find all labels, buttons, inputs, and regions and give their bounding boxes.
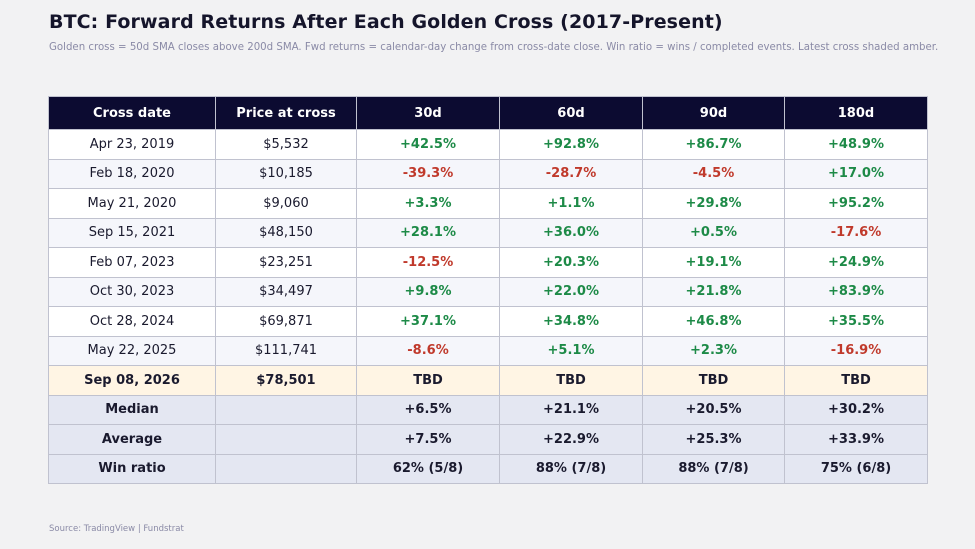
return-cell: +95.2%	[784, 188, 928, 219]
price-cell: $5,532	[215, 129, 357, 160]
return-cell: +42.5%	[356, 129, 500, 160]
table-row: May 21, 2020 $9,060 +3.3% +1.1% +29.8% +95.2%	[48, 188, 928, 219]
summary-row: Average +7.5% +22.9% +25.3% +33.9%	[48, 424, 928, 455]
row-label-cell: May 21, 2020	[48, 188, 216, 219]
price-cell: $9,060	[215, 188, 357, 219]
return-cell: +92.8%	[499, 129, 643, 160]
price-cell: $48,150	[215, 217, 357, 248]
return-cell: +35.5%	[784, 306, 928, 337]
return-cell: +1.1%	[499, 188, 643, 219]
return-cell: +20.5%	[642, 394, 785, 425]
return-cell: +37.1%	[356, 306, 500, 337]
latest-cross-row: Sep 08, 2026 $78,501 TBD TBD TBD TBD	[48, 365, 928, 396]
return-cell: 62% (5/8)	[356, 453, 500, 484]
return-cell: -8.6%	[356, 335, 500, 366]
price-cell	[215, 453, 357, 484]
return-cell: +24.9%	[784, 247, 928, 278]
row-label-cell: Median	[48, 394, 216, 425]
table-body: Apr 23, 2019 $5,532 +42.5% +92.8% +86.7% +48.…	[48, 129, 928, 484]
row-label-cell: May 22, 2025	[48, 335, 216, 366]
return-cell: 88% (7/8)	[499, 453, 643, 484]
column-header: 90d	[642, 96, 785, 130]
summary-row: Median +6.5% +21.1% +20.5% +30.2%	[48, 394, 928, 425]
row-label-cell: Sep 08, 2026	[48, 365, 216, 396]
return-cell: TBD	[499, 365, 643, 396]
return-cell: TBD	[356, 365, 500, 396]
return-cell: -12.5%	[356, 247, 500, 278]
return-cell: +21.8%	[642, 276, 785, 307]
price-cell: $69,871	[215, 306, 357, 337]
return-cell: +17.0%	[784, 158, 928, 189]
table-header-row: Cross date Price at cross 30d 60d 90d 180d	[48, 96, 928, 130]
return-cell: -4.5%	[642, 158, 785, 189]
table-row: Oct 28, 2024 $69,871 +37.1% +34.8% +46.8% +35…	[48, 306, 928, 337]
row-label-cell: Average	[48, 424, 216, 455]
price-cell: $78,501	[215, 365, 357, 396]
returns-table: Cross date Price at cross 30d 60d 90d 180d Ap…	[48, 96, 928, 484]
price-cell: $34,497	[215, 276, 357, 307]
return-cell: +20.3%	[499, 247, 643, 278]
column-header: Price at cross	[215, 96, 357, 130]
row-label-cell: Feb 18, 2020	[48, 158, 216, 189]
return-cell: -17.6%	[784, 217, 928, 248]
return-cell: -39.3%	[356, 158, 500, 189]
summary-row: Win ratio 62% (5/8) 88% (7/8) 88% (7/8) 75% …	[48, 453, 928, 484]
price-cell: $10,185	[215, 158, 357, 189]
return-cell: +22.9%	[499, 424, 643, 455]
price-cell	[215, 424, 357, 455]
return-cell: +28.1%	[356, 217, 500, 248]
return-cell: +33.9%	[784, 424, 928, 455]
return-cell: +30.2%	[784, 394, 928, 425]
return-cell: +48.9%	[784, 129, 928, 160]
table-row: Sep 15, 2021 $48,150 +28.1% +36.0% +0.5% -17.…	[48, 217, 928, 248]
row-label-cell: Oct 28, 2024	[48, 306, 216, 337]
return-cell: +83.9%	[784, 276, 928, 307]
return-cell: +7.5%	[356, 424, 500, 455]
return-cell: +3.3%	[356, 188, 500, 219]
column-header: Cross date	[48, 96, 216, 130]
row-label-cell: Feb 07, 2023	[48, 247, 216, 278]
column-header: 60d	[499, 96, 643, 130]
return-cell: +9.8%	[356, 276, 500, 307]
return-cell: 88% (7/8)	[642, 453, 785, 484]
return-cell: +25.3%	[642, 424, 785, 455]
row-label-cell: Apr 23, 2019	[48, 129, 216, 160]
chart-title: BTC: Forward Returns After Each Golden C…	[49, 11, 723, 33]
return-cell: TBD	[784, 365, 928, 396]
column-header: 30d	[356, 96, 500, 130]
return-cell: 75% (6/8)	[784, 453, 928, 484]
return-cell: +36.0%	[499, 217, 643, 248]
return-cell: +86.7%	[642, 129, 785, 160]
price-cell: $111,741	[215, 335, 357, 366]
table-row: Feb 18, 2020 $10,185 -39.3% -28.7% -4.5% +17.…	[48, 158, 928, 189]
return-cell: +6.5%	[356, 394, 500, 425]
return-cell: +34.8%	[499, 306, 643, 337]
source-note: Source: TradingView | Fundstrat	[49, 524, 184, 534]
column-header: 180d	[784, 96, 928, 130]
row-label-cell: Win ratio	[48, 453, 216, 484]
table-row: May 22, 2025 $111,741 -8.6% +5.1% +2.3% -16.9…	[48, 335, 928, 366]
return-cell: +21.1%	[499, 394, 643, 425]
return-cell: +29.8%	[642, 188, 785, 219]
row-label-cell: Oct 30, 2023	[48, 276, 216, 307]
return-cell: +46.8%	[642, 306, 785, 337]
return-cell: +19.1%	[642, 247, 785, 278]
price-cell	[215, 394, 357, 425]
table-row: Feb 07, 2023 $23,251 -12.5% +20.3% +19.1% +24…	[48, 247, 928, 278]
return-cell: +22.0%	[499, 276, 643, 307]
return-cell: +2.3%	[642, 335, 785, 366]
table-row: Oct 30, 2023 $34,497 +9.8% +22.0% +21.8% +83.…	[48, 276, 928, 307]
chart-subtitle: Golden cross = 50d SMA closes above 200d…	[49, 42, 939, 53]
table-row: Apr 23, 2019 $5,532 +42.5% +92.8% +86.7% +48.…	[48, 129, 928, 160]
row-label-cell: Sep 15, 2021	[48, 217, 216, 248]
return-cell: +0.5%	[642, 217, 785, 248]
return-cell: -16.9%	[784, 335, 928, 366]
return-cell: -28.7%	[499, 158, 643, 189]
return-cell: +5.1%	[499, 335, 643, 366]
price-cell: $23,251	[215, 247, 357, 278]
return-cell: TBD	[642, 365, 785, 396]
